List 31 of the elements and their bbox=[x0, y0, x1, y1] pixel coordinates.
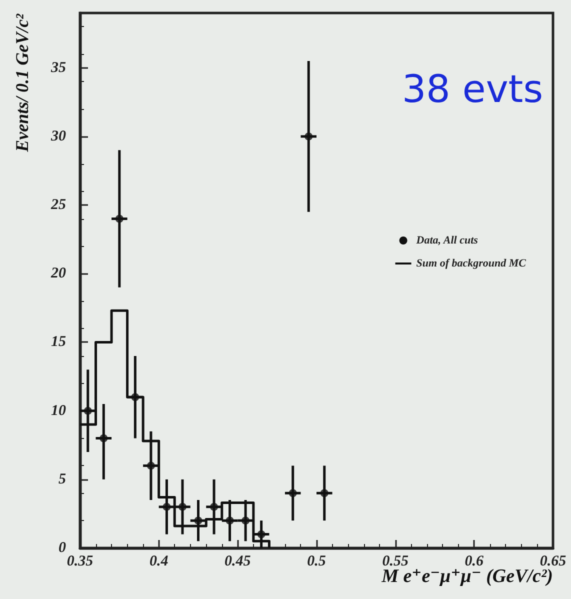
point bbox=[146, 462, 155, 470]
point bbox=[242, 516, 250, 525]
point bbox=[320, 489, 328, 498]
y-tick-label: 10 bbox=[51, 402, 66, 419]
x-tick-label: 0.5 bbox=[307, 554, 326, 570]
point bbox=[226, 516, 234, 525]
point bbox=[288, 489, 297, 498]
y-tick-label: 35 bbox=[50, 60, 66, 76]
legend-label: Sum of background MC bbox=[416, 258, 527, 270]
y-axis-title: Events/ 0.1 GeV/c² bbox=[12, 13, 32, 153]
legend-label: Data, All cuts bbox=[415, 234, 478, 246]
y-tick-label: 5 bbox=[58, 471, 66, 488]
x-tick-label: 0.4 bbox=[149, 554, 169, 570]
point bbox=[194, 516, 202, 525]
point bbox=[162, 502, 171, 511]
point bbox=[257, 530, 266, 538]
y-tick-label: 25 bbox=[50, 197, 66, 214]
x-tick-label: 0.35 bbox=[66, 554, 94, 570]
y-tick-label: 20 bbox=[50, 266, 66, 282]
y-tick-label: 30 bbox=[50, 128, 66, 144]
x-tick-label: 0.45 bbox=[224, 554, 252, 570]
point bbox=[100, 434, 108, 442]
point bbox=[131, 393, 140, 402]
point bbox=[84, 406, 92, 415]
y-tick-label: 0 bbox=[58, 540, 66, 556]
point bbox=[304, 132, 313, 140]
point bbox=[115, 214, 124, 223]
point bbox=[210, 502, 218, 511]
annotation: 38 evts bbox=[402, 67, 544, 111]
point bbox=[178, 502, 186, 511]
y-tick-label: 15 bbox=[51, 334, 66, 350]
